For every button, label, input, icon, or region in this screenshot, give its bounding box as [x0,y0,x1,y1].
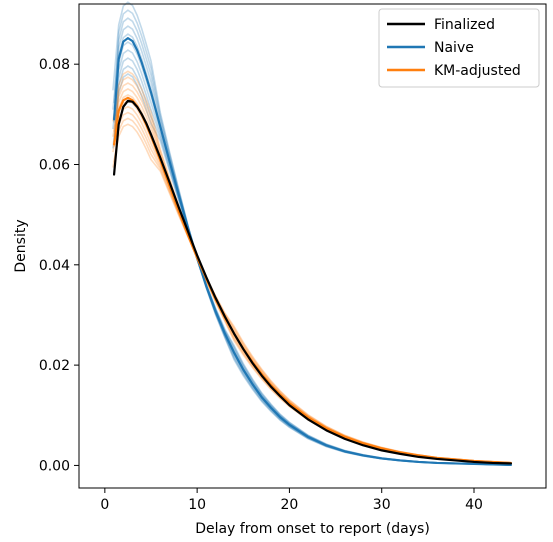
y-axis-label: Density [13,219,29,272]
x-tick-label: 30 [373,497,391,513]
legend-label: Finalized [434,17,495,33]
legend-label: KM-adjusted [434,63,521,79]
axes: 0 10 20 30 40 0.00 0.02 0.04 0.06 0.08 [39,57,483,513]
y-tick-label: 0.06 [39,157,70,173]
legend-label: Naive [434,40,474,56]
series-line-naive [112,37,513,467]
legend-frame [378,8,540,88]
x-tick-label: 0 [100,497,109,513]
y-tick-label: 0.08 [39,57,70,73]
legend: Finalized Naive KM-adjusted [378,8,540,88]
x-axis-label: Delay from onset to report (days) [195,521,430,537]
plot-frame [78,3,547,489]
x-tick-label: 20 [281,497,299,513]
y-tick-label: 0.00 [39,458,70,474]
y-tick-label: 0.02 [39,358,70,374]
x-tick-label: 40 [465,497,483,513]
series-lines [112,37,513,467]
series-line-finalized [112,99,513,465]
x-tick-label: 10 [188,497,206,513]
y-tick-label: 0.04 [39,258,70,274]
